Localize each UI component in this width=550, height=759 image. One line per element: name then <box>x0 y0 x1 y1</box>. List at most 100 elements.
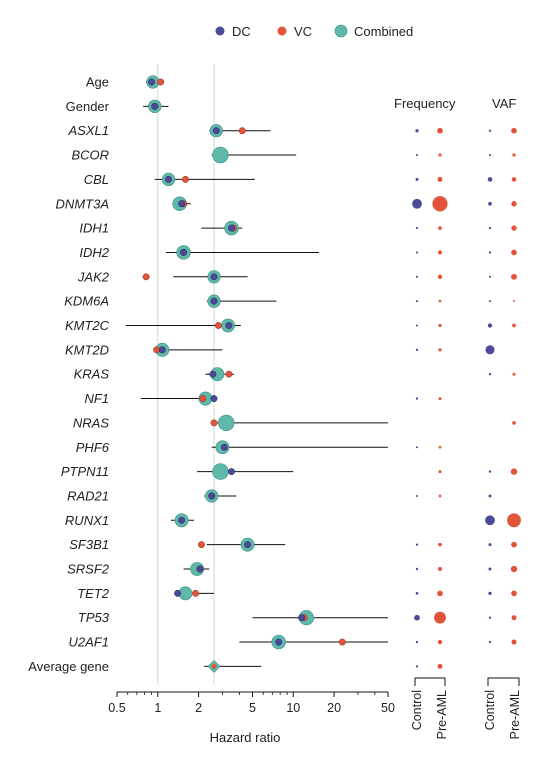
vc-point <box>181 175 189 183</box>
frequency-control-label: Control <box>410 690 424 730</box>
frequency-header: Frequency <box>394 96 456 111</box>
vaf-dot <box>511 127 517 134</box>
vaf-dot <box>485 515 495 526</box>
dc-point <box>210 395 218 402</box>
vaf-bracket <box>487 677 520 686</box>
dc-point <box>208 492 216 500</box>
vaf-dot <box>512 372 516 376</box>
row-label: RAD21 <box>67 488 109 503</box>
dc-point <box>228 224 235 232</box>
x-axis-title: Hazard ratio <box>210 730 281 745</box>
x-tick-label: 2 <box>195 701 202 715</box>
frequency-dot <box>415 592 419 595</box>
vaf-dot <box>488 129 492 132</box>
dc-point <box>298 614 305 622</box>
vaf-dot <box>488 470 492 473</box>
vaf-dot <box>488 251 492 254</box>
row-label: KMT2C <box>65 318 110 333</box>
row-label: IDH2 <box>79 245 109 260</box>
frequency-preaml-label: Pre-AML <box>435 690 449 739</box>
vaf-dot <box>510 565 518 573</box>
vc-point <box>192 589 200 597</box>
vc-point <box>214 322 222 329</box>
row-label: TET2 <box>77 586 110 601</box>
row-label: BCOR <box>71 148 109 163</box>
row-label: ASXL1 <box>68 123 109 138</box>
legend-vc-marker <box>277 26 287 36</box>
row-label: NF1 <box>84 391 109 406</box>
vaf-dot <box>511 639 517 645</box>
frequency-dot <box>437 590 443 597</box>
row-label: KDM6A <box>64 294 109 309</box>
dc-point <box>210 273 218 281</box>
row-label: Gender <box>66 99 110 114</box>
row-label: Age <box>86 75 109 90</box>
row-label: DNMT3A <box>56 196 109 211</box>
dc-point <box>165 175 172 183</box>
frequency-dot <box>437 176 443 182</box>
frequency-dot <box>415 177 419 181</box>
row-label: SF3B1 <box>69 537 109 552</box>
combined-point <box>212 463 229 480</box>
vaf-dot <box>510 468 518 475</box>
frequency-dot <box>415 567 419 571</box>
vaf-dot <box>511 249 517 256</box>
vaf-control-label: Control <box>483 690 497 730</box>
dc-point <box>244 541 252 549</box>
frequency-dot <box>438 323 442 328</box>
frequency-dot <box>415 640 419 644</box>
vc-point <box>153 346 161 354</box>
legend-dc-label: DC <box>232 24 251 39</box>
frequency-dot <box>438 494 442 498</box>
frequency-dot <box>415 446 419 449</box>
frequency-dot <box>437 274 443 279</box>
plot-area: Age Gender ASXL1 BCOR CBL DNMT3A IDH1 IDH2 JAK2 K… <box>28 64 521 715</box>
frequency-dot <box>415 129 419 133</box>
frequency-dot <box>437 250 443 255</box>
frequency-bracket <box>414 677 446 686</box>
frequency-dot <box>437 639 443 645</box>
dc-point <box>220 443 228 451</box>
x-tick-label: 0.5 <box>108 701 125 715</box>
vaf-dot <box>488 373 492 376</box>
row-label: KRAS <box>74 367 110 382</box>
legend-vc-label: VC <box>294 24 312 39</box>
vc-point <box>198 541 205 549</box>
x-tick-label: 1 <box>154 701 161 715</box>
frequency-dot <box>438 226 442 230</box>
vaf-dot <box>511 541 517 548</box>
x-tick-label: 10 <box>286 701 300 715</box>
row-label: CBL <box>84 172 109 187</box>
frequency-dot <box>438 470 442 474</box>
x-tick-label: 20 <box>327 701 341 715</box>
dc-point <box>225 322 233 329</box>
frequency-dot <box>438 153 442 157</box>
row-label: PTPN11 <box>61 464 109 479</box>
x-tick-label: 5 <box>249 701 256 715</box>
vaf-dot <box>512 300 516 303</box>
frequency-dot <box>415 227 419 230</box>
row-label-average: Average gene <box>28 659 109 674</box>
frequency-dot <box>438 445 442 449</box>
vaf-dot <box>488 226 492 230</box>
vaf-dot <box>511 177 517 182</box>
vaf-dot <box>512 153 516 157</box>
vaf-dot <box>488 591 492 595</box>
row-label: JAK2 <box>77 269 110 284</box>
frequency-dot <box>432 196 448 212</box>
vaf-dot <box>488 616 492 619</box>
vaf-dot <box>488 153 492 157</box>
vc-point <box>210 419 218 427</box>
vaf-dot <box>485 345 495 355</box>
frequency-dot <box>437 127 443 134</box>
vaf-dot <box>488 567 492 571</box>
vc-point <box>157 78 165 86</box>
dc-point <box>210 297 218 305</box>
dc-point <box>196 565 204 573</box>
vaf-dot <box>488 494 492 498</box>
dc-point <box>148 78 156 86</box>
frequency-dot <box>438 348 442 352</box>
frequency-dot <box>415 300 419 303</box>
row-label: SRSF2 <box>67 562 110 577</box>
